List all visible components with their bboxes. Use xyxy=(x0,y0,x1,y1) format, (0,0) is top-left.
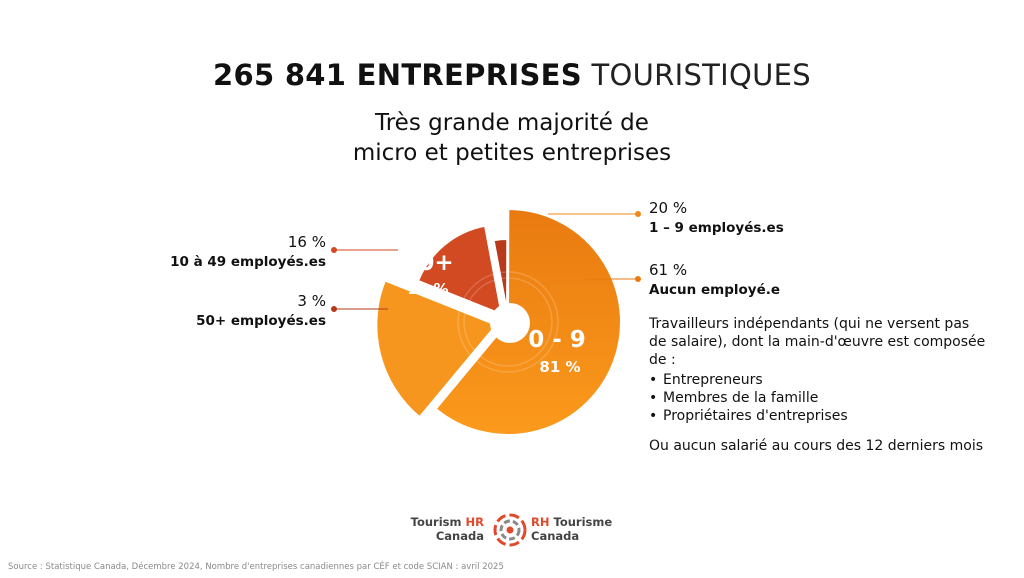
label-1-9: 20 % 1 – 9 employés.es xyxy=(649,198,784,238)
pie-ring xyxy=(463,277,553,367)
description-list: Entrepreneurs Membres de la famille Prop… xyxy=(649,371,989,425)
logo-text-fr: RH Tourisme Canada xyxy=(531,515,612,543)
source-note: Source : Statistique Canada, Décembre 20… xyxy=(8,562,504,572)
leader-1-9-dot xyxy=(635,211,641,217)
label-1-9-cat: 1 – 9 employés.es xyxy=(649,220,784,236)
description-item: Entrepreneurs xyxy=(649,371,989,389)
leader-aucun-dot xyxy=(635,276,641,282)
logo-fr-country: Canada xyxy=(531,529,580,543)
label-50plus: 3 % 50+ employés.es xyxy=(196,291,326,331)
description-note: Ou aucun salarié au cours des 12 dernier… xyxy=(649,438,984,454)
slice-1-9 xyxy=(375,279,499,419)
subtitle-line-2: micro et petites entreprises xyxy=(352,140,672,166)
title-bold: 265 841 ENTREPRISES xyxy=(213,58,582,92)
title-light: TOURISTIQUES xyxy=(591,58,811,92)
description-item: Membres de la famille xyxy=(649,389,989,407)
description-item: Propriétaires d'entreprises xyxy=(649,407,989,425)
slice-10-49 xyxy=(416,224,503,316)
label-50plus-cat: 50+ employés.es xyxy=(196,313,326,329)
label-10-49-pct: 16 % xyxy=(287,233,326,251)
label-1-9-pct: 20 % xyxy=(649,199,688,217)
leader-10-49-dot xyxy=(331,247,337,253)
subtitle: Très grande majorité de micro et petites… xyxy=(0,108,1024,168)
group-pct-10plus: 16 % xyxy=(407,280,448,298)
description-intro: Travailleurs indépendants (qui ne versen… xyxy=(649,316,986,368)
logo-en-accent: HR xyxy=(465,515,484,529)
label-10-49: 16 % 10 à 49 employés.es xyxy=(170,232,326,272)
logo-fr-word: Tourisme xyxy=(553,515,613,529)
group-label-10plus: 10+ xyxy=(402,250,453,276)
logo-text-en: Tourism HR Canada xyxy=(411,515,484,543)
slice-50plus xyxy=(492,238,509,313)
logo-fr-accent: RH xyxy=(531,515,550,529)
description-block: Travailleurs indépendants (qui ne versen… xyxy=(649,315,989,455)
label-aucun: 61 % Aucun employé.e xyxy=(649,260,780,300)
logo-en-word: Tourism xyxy=(410,515,462,529)
leader-50plus-dot xyxy=(331,306,337,312)
label-aucun-cat: Aucun employé.e xyxy=(649,282,781,298)
page-title: 265 841 ENTREPRISES TOURISTIQUES xyxy=(0,58,1024,92)
subtitle-line-1: Très grande majorité de xyxy=(375,110,649,136)
logo-en-country: Canada xyxy=(435,529,484,543)
label-50plus-pct: 3 % xyxy=(297,292,326,310)
label-aucun-pct: 61 % xyxy=(649,261,688,279)
group-label-0-9: 0 - 9 xyxy=(528,327,586,353)
pie-ring xyxy=(457,271,559,373)
group-pct-0-9: 81 % xyxy=(539,358,580,376)
pie-center-hole xyxy=(490,303,530,343)
label-10-49-cat: 10 à 49 employés.es xyxy=(170,254,326,270)
tourism-hr-logo: Tourism HR Canada RH Tourisme Canada xyxy=(0,510,1024,550)
logo-mark-icon xyxy=(493,513,527,547)
